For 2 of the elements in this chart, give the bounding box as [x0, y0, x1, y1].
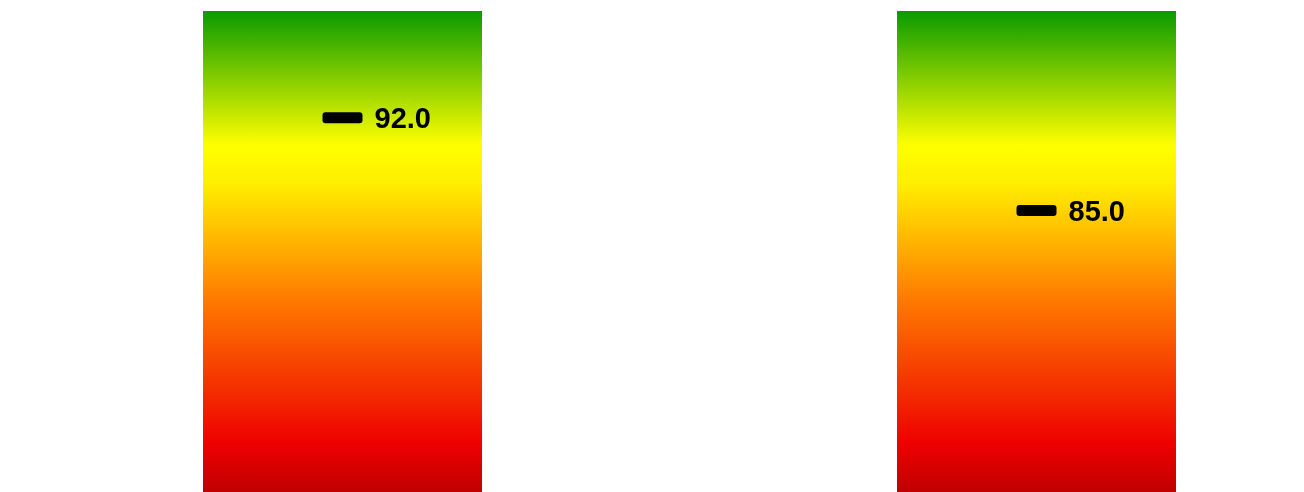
data-label: 92.0 — [374, 101, 431, 134]
data-label: 85.0 — [1068, 194, 1125, 227]
